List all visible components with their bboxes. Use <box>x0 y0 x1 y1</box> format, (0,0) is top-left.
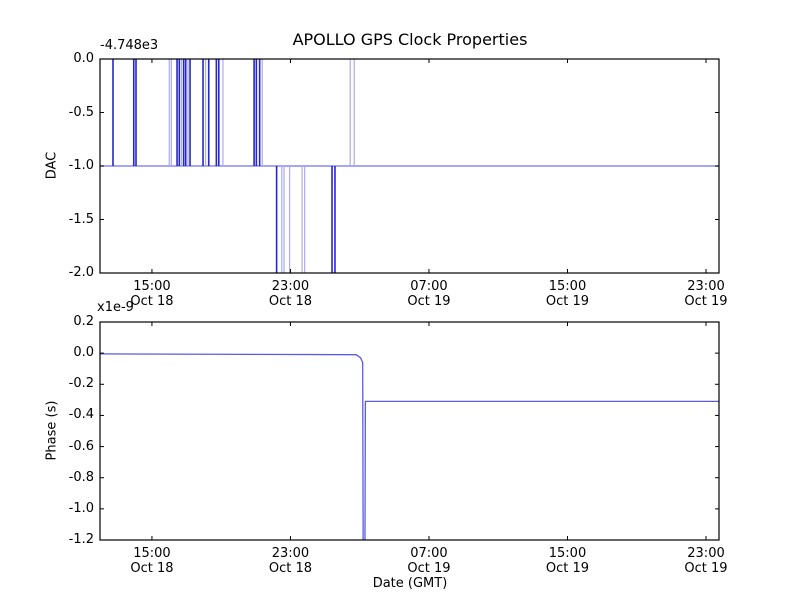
phase-y-tick-label: 0.0 <box>73 345 94 361</box>
phase-x-tick-label: 23:00 Oct 18 <box>268 546 313 576</box>
dac-x-tick-label: 23:00 Oct 18 <box>268 279 313 309</box>
dac-y-tick-label: 0.0 <box>73 51 94 66</box>
dac-x-tick-label: 15:00 Oct 19 <box>545 279 590 309</box>
phase-y-tick-label: -0.8 <box>68 469 94 485</box>
phase-y-tick-label: -1.0 <box>68 500 94 516</box>
phase-y-tick-label: -0.6 <box>68 438 94 454</box>
phase-y-tick-label: -1.2 <box>68 532 94 547</box>
x-axis-label: Date (GMT) <box>372 576 448 591</box>
dac-x-tick-label: 15:00 Oct 18 <box>130 279 174 309</box>
phase-trace <box>100 353 719 540</box>
phase-y-tick-label: -0.4 <box>68 407 94 423</box>
dac-y-tick-label: -0.5 <box>68 104 94 120</box>
dac-axes-frame <box>99 58 720 274</box>
phase-x-tick-label: 23:00 Oct 19 <box>684 546 728 576</box>
dac-y-tick-label: -1.5 <box>68 211 94 227</box>
phase-x-tick-label: 15:00 Oct 18 <box>130 546 174 576</box>
phase-y-tick-label: -0.2 <box>68 376 94 392</box>
dac-offset-label: -4.748e3 <box>100 38 159 53</box>
dac-y-tick-label: -2.0 <box>68 265 94 280</box>
phase-x-tick-label: 15:00 Oct 19 <box>545 546 590 576</box>
dac-trace <box>100 59 719 273</box>
phase-axes-frame <box>99 321 720 541</box>
phase-y-tick-label: 0.2 <box>73 314 94 329</box>
chart-title: APOLLO GPS Clock Properties <box>292 30 528 49</box>
phase-axis-label: Phase (s) <box>44 400 60 461</box>
phase-scale-label: x1e-9 <box>97 300 134 315</box>
phase-x-tick-label: 07:00 Oct 19 <box>407 546 451 576</box>
phase-tick-marks <box>100 321 719 541</box>
dac-x-tick-label: 07:00 Oct 19 <box>407 279 451 309</box>
dac-x-tick-label: 23:00 Oct 19 <box>684 279 728 309</box>
dac-y-tick-label: -1.0 <box>68 158 94 173</box>
